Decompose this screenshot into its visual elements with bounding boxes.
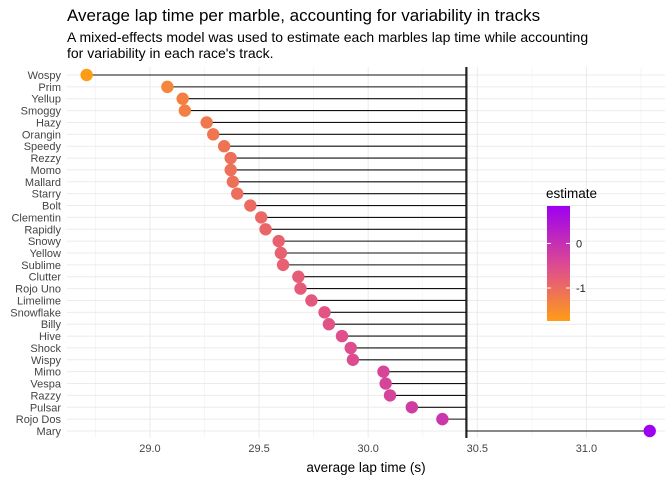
legend-tick-label: -1 bbox=[576, 283, 586, 295]
y-tick-label: Sublime bbox=[21, 260, 61, 272]
y-tick-label: Razzy bbox=[30, 390, 61, 402]
x-tick-label: 30.0 bbox=[357, 443, 378, 455]
y-tick-label: Orangin bbox=[22, 129, 61, 141]
data-point bbox=[272, 234, 285, 248]
x-tick-label: 29.0 bbox=[139, 443, 160, 455]
y-tick-label: Hive bbox=[39, 331, 61, 343]
data-point bbox=[294, 282, 307, 295]
data-point bbox=[335, 329, 349, 343]
data-point bbox=[377, 365, 390, 378]
y-tick-label: Pulsar bbox=[30, 402, 62, 414]
data-point bbox=[274, 246, 288, 260]
y-tick-label: Limelime bbox=[17, 295, 61, 307]
x-tick-label: 30.5 bbox=[467, 443, 488, 455]
data-point bbox=[305, 294, 318, 307]
y-axis-labels: WospyPrimYellupSmoggyHazyOranginSpeedyRe… bbox=[10, 70, 62, 438]
data-point bbox=[178, 104, 192, 117]
data-point bbox=[292, 270, 305, 283]
data-point bbox=[322, 318, 336, 331]
data-point bbox=[344, 341, 357, 355]
data-point bbox=[200, 116, 213, 129]
data-point bbox=[80, 68, 93, 82]
data-point bbox=[161, 80, 174, 94]
data-point bbox=[226, 175, 240, 188]
y-tick-label: Rojo Uno bbox=[15, 284, 61, 296]
data-point bbox=[217, 140, 231, 153]
y-tick-label: Snowflake bbox=[10, 307, 61, 319]
x-tick-label: 31.0 bbox=[576, 443, 597, 455]
data-point bbox=[643, 424, 656, 438]
data-point bbox=[207, 128, 220, 141]
y-tick-label: Prim bbox=[38, 82, 61, 94]
y-tick-label: Hazy bbox=[36, 117, 62, 129]
y-tick-label: Billy bbox=[41, 319, 62, 331]
stems bbox=[86, 74, 650, 432]
legend: estimate 0 -1 bbox=[546, 186, 597, 321]
data-point bbox=[224, 151, 237, 165]
x-axis-labels: 29.0 29.5 30.0 30.5 31.0 bbox=[139, 443, 597, 455]
data-point bbox=[224, 163, 237, 177]
y-tick-label: Rezzy bbox=[30, 153, 61, 165]
y-tick-label: Starry bbox=[32, 189, 62, 201]
data-point bbox=[379, 377, 392, 390]
y-tick-label: Clementin bbox=[11, 212, 61, 224]
data-point bbox=[346, 353, 360, 366]
data-point bbox=[176, 92, 189, 105]
data-point bbox=[405, 401, 419, 414]
y-tick-label: Rojo Dos bbox=[16, 414, 62, 426]
y-tick-label: Momo bbox=[30, 165, 61, 177]
y-tick-label: Mary bbox=[37, 426, 62, 438]
data-point bbox=[231, 187, 244, 200]
y-tick-label: Smoggy bbox=[21, 106, 62, 118]
y-tick-label: Wospy bbox=[28, 70, 62, 82]
data-point bbox=[436, 412, 449, 426]
points bbox=[80, 68, 656, 438]
data-point bbox=[276, 258, 290, 272]
data-point bbox=[255, 211, 268, 224]
y-tick-label: Yellup bbox=[31, 94, 61, 106]
subtitle-line-2: for variability in each race's track. bbox=[67, 45, 274, 61]
y-tick-label: Mimo bbox=[34, 367, 61, 379]
data-point bbox=[383, 389, 397, 402]
legend-tick-label: 0 bbox=[576, 238, 582, 250]
y-tick-label: Vespa bbox=[30, 379, 61, 391]
data-point bbox=[318, 306, 331, 319]
y-tick-label: Mallard bbox=[25, 177, 61, 189]
data-point bbox=[244, 199, 257, 212]
chart-title: Average lap time per marble, accounting … bbox=[67, 6, 540, 25]
y-tick-label: Wispy bbox=[31, 355, 61, 367]
legend-ticks: 0 -1 bbox=[547, 238, 586, 295]
y-tick-label: Yellow bbox=[30, 248, 61, 260]
y-tick-label: Rapidly bbox=[24, 224, 61, 236]
chart-subtitle: A mixed-effects model was used to estima… bbox=[67, 29, 592, 61]
x-axis-title: average lap time (s) bbox=[306, 460, 425, 475]
y-tick-label: Shock bbox=[30, 343, 61, 355]
y-tick-label: Bolt bbox=[42, 201, 61, 213]
legend-title: estimate bbox=[546, 186, 597, 201]
y-tick-label: Snowy bbox=[28, 236, 62, 248]
legend-colorbar bbox=[547, 206, 570, 321]
subtitle-line-1: A mixed-effects model was used to estima… bbox=[67, 29, 588, 45]
data-point bbox=[259, 223, 272, 236]
y-tick-label: Clutter bbox=[29, 272, 62, 284]
x-tick-label: 29.5 bbox=[248, 443, 269, 455]
y-tick-label: Speedy bbox=[24, 141, 62, 153]
